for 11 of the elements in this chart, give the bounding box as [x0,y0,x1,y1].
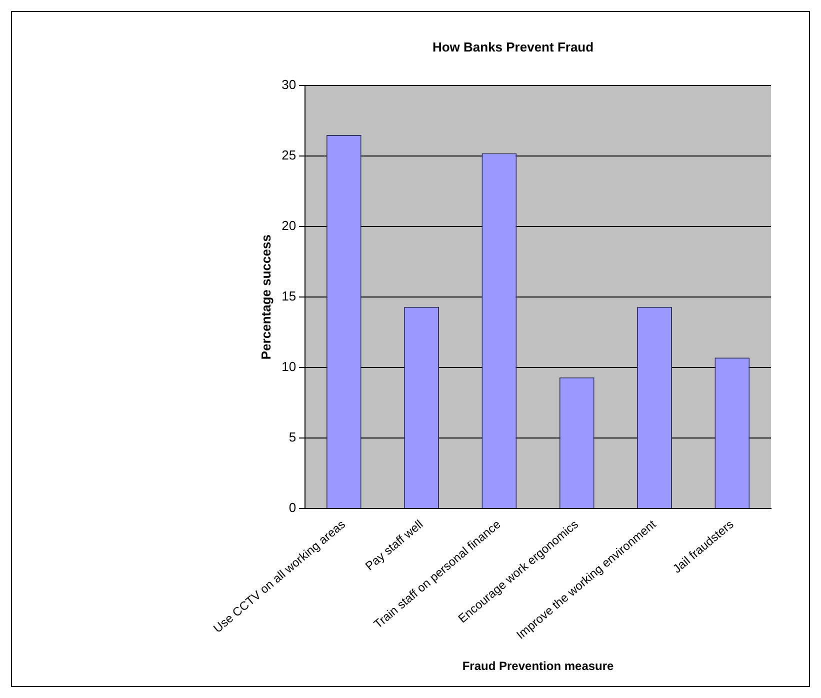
y-tick-label: 0 [288,500,296,516]
x-tick-label: Pay staff well [362,517,426,574]
y-tick-label: 20 [282,218,296,234]
y-axis-title: Percentage success [258,234,274,360]
x-axis-title: Fraud Prevention measure [462,659,614,674]
y-tick-label: 10 [282,359,296,374]
y-tick-label: 30 [282,77,296,92]
y-tick-label: 25 [282,148,296,163]
y-tick-label: 5 [288,430,296,445]
chart-title: How Banks Prevent Fraud [432,39,594,54]
y-tick-label: 15 [282,288,296,304]
